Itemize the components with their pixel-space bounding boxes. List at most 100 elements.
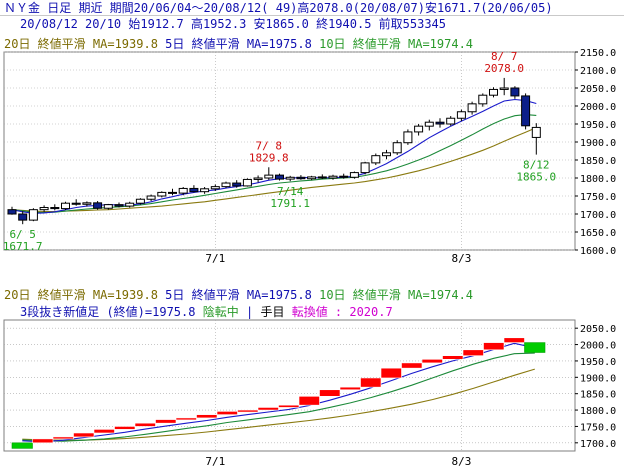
candle-up [264,174,274,179]
candle-down [435,121,445,125]
line-break-count: 手目 [260,305,285,319]
line-break-brick-up [298,396,320,406]
candle-up [489,88,498,96]
candle-up [28,209,38,221]
sub-ma5-line [22,342,535,443]
candle-up [221,182,231,188]
main-y-tick-label: 2150.0 [580,48,616,59]
ma10-legend: 10日 終値平滑 MA=1974.4 [319,37,474,51]
candle-up [360,162,370,174]
chart-header-session: 20/08/12 20/10 始1912.7 高1952.3 安1865.0 終… [0,16,624,32]
line-break-brick-up [216,411,238,415]
sub-ma10-line [22,352,535,442]
annotation-high-price: 1829.8 [249,151,289,164]
annotation-low-price: 1865.0 [516,171,556,184]
candle-up [424,121,434,127]
line-break-brick-up [155,419,177,424]
sub-ma20-legend: 20日 終値平滑 MA=1939.8 [4,288,158,302]
candle-up [382,152,391,157]
main-y-tick-label: 1850.0 [580,156,616,167]
candle-up [403,131,413,144]
annotation-low-price: 1791.1 [270,197,310,210]
annotation-low-date: 8/12 [523,159,550,172]
main-y-tick-label: 1750.0 [580,192,616,203]
main-y-tick-label: 2050.0 [580,84,616,95]
candle-down [114,204,124,207]
main-y-tick-label: 1950.0 [580,120,616,131]
sub-y-tick-label: 2000.0 [580,341,616,352]
candle-down [339,175,349,178]
candle-down [317,176,327,179]
candle-down [7,209,17,215]
main-ma20-line [11,127,537,213]
candle-up [82,202,92,205]
candle-up [125,202,135,207]
line-break-brick-up [401,362,423,369]
main-y-tick-label: 1900.0 [580,138,616,149]
line-break-brick-up [114,426,136,430]
main-x-tick-label: 7/1 [205,252,225,265]
candle-up [467,103,477,113]
sub-y-tick-label: 1850.0 [580,390,616,401]
sub-y-tick-label: 1750.0 [580,422,616,433]
line-break-brick-up [319,389,341,397]
main-y-tick-label: 2100.0 [580,66,616,77]
line-break-brick-up [483,342,505,351]
candle-up [531,126,541,138]
line-break-status: 3段抜き新値足 (終値)=1975.8 陰転中 | 手目 転換値 : 2020.… [20,304,393,320]
sub-plot-frame [3,319,576,452]
main-y-tick-label: 1800.0 [580,174,616,185]
sub-ma-legend: 20日 終値平滑 MA=1939.8 5日 終値平滑 MA=1975.8 10日… [4,287,473,303]
candle-down [168,191,177,194]
annotation-low-date: 7/14 [277,185,304,198]
candle-down [71,202,81,205]
line-break-brick-up [196,414,218,419]
ma20-legend: 20日 終値平滑 MA=1939.8 [4,37,158,51]
sub-y-tick-label: 1950.0 [580,357,616,368]
sub-ma20-line [22,368,535,441]
line-break-brick-down [524,342,546,353]
line-break-brick-up [380,367,402,379]
line-break-reversal: 転換値 : 2020.7 [291,305,393,319]
candle-up [135,198,145,204]
sub-ma10-legend: 10日 終値平滑 MA=1974.4 [319,288,474,302]
line-break-brick-up [257,407,279,411]
line-break-brick-up [503,337,525,343]
main-ma-legend: 20日 終値平滑 MA=1939.8 5日 終値平滑 MA=1975.8 10日… [4,36,473,52]
main-plot-frame [3,51,576,251]
candle-up [178,187,188,194]
candle-up [146,195,156,200]
line-break-brick-up [462,349,484,356]
candle-up [157,191,167,197]
line-break-brick-up [237,409,259,413]
candle-up [103,204,113,209]
annotation-high-date: 8/ 7 [491,50,518,63]
line-break-brick-up [32,438,54,444]
candle-down [93,202,103,209]
candle-down [275,174,284,180]
sub-y-tick-label: 1700.0 [580,439,616,450]
candle-up [328,175,338,179]
annotation-high-price: 2078.0 [484,62,524,75]
candle-up [456,111,466,119]
candle-up [61,202,70,210]
line-break-brick-up [278,404,300,408]
main-y-tick-label: 1650.0 [580,228,616,239]
line-break-brick-up [360,377,382,388]
main-y-tick-label: 1600.0 [580,246,616,257]
sub-y-tick-label: 1900.0 [580,373,616,384]
main-x-tick-label: 8/3 [451,252,471,265]
sub-y-tick-label: 2050.0 [580,324,616,335]
annotation-low-date: 6/ 5 [9,228,36,241]
ma5-legend: 5日 終値平滑 MA=1975.8 [165,37,312,51]
line-break-brick-up [339,386,361,391]
candle-down [232,182,242,187]
candle-down [18,213,28,221]
line-break-brick-up [73,432,95,438]
main-y-tick-label: 1700.0 [580,210,616,221]
status-separator: | [245,305,254,319]
line-break-trend: 陰転中 [202,305,239,319]
sub-x-tick-label: 8/3 [451,455,471,468]
main-y-tick-label: 2000.0 [580,102,616,113]
